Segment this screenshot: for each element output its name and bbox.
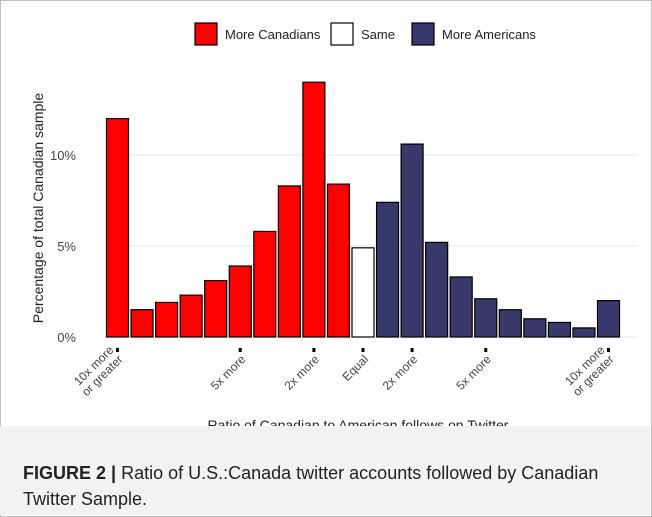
- bar: [474, 298, 498, 338]
- x-tick-label: 5x more: [208, 352, 249, 393]
- bar: [351, 247, 375, 338]
- bar: [498, 309, 522, 338]
- y-tick-label: 0%: [57, 330, 76, 345]
- chart-bars: [105, 81, 621, 338]
- legend-label: More Americans: [442, 27, 536, 42]
- bar: [375, 201, 400, 338]
- figure-caption: FIGURE 2 | Ratio of U.S.:Canada twitter …: [23, 460, 623, 512]
- bar: [523, 318, 547, 338]
- bar: [228, 265, 252, 338]
- y-tick-label: 5%: [57, 239, 76, 254]
- y-axis-title: Percentage of total Canadian sample: [30, 93, 46, 324]
- bar: [547, 321, 572, 338]
- legend-label: More Canadians: [225, 27, 321, 42]
- bar: [400, 143, 424, 338]
- bar: [130, 309, 154, 338]
- x-tick-label: Equal: [340, 352, 372, 384]
- bar: [155, 301, 179, 338]
- bar: [277, 185, 301, 338]
- bar: [449, 276, 473, 338]
- x-tick-mark: [116, 348, 119, 352]
- x-axis-title: Ratio of Canadian to American follows on…: [208, 417, 509, 426]
- bar-chart: More Canadians Same More Americans 0% 5% 10%…: [30, 22, 638, 426]
- x-tick-label-group: 2x more: [281, 352, 322, 393]
- x-tick-label: 2x more: [281, 352, 322, 393]
- bar: [326, 183, 351, 338]
- figure-caption-text: Ratio of U.S.:Canada twitter accounts fo…: [23, 463, 599, 509]
- bar: [596, 300, 621, 338]
- y-tick-label: 10%: [50, 148, 76, 163]
- bar: [425, 241, 449, 338]
- bar: [572, 327, 596, 338]
- x-tick-label-group: 2x more: [380, 352, 421, 393]
- bar: [179, 294, 203, 338]
- x-tick-label-group: 5x more: [453, 352, 494, 393]
- figure-caption-label: FIGURE 2 |: [23, 463, 117, 483]
- x-tick-mark: [312, 348, 316, 352]
- x-tick-mark: [607, 348, 610, 352]
- legend-swatch: [194, 22, 218, 46]
- x-tick-mark: [410, 348, 414, 352]
- bar: [302, 81, 326, 338]
- x-tick-label-group: 5x more: [208, 352, 249, 393]
- bar: [253, 230, 277, 338]
- y-axis: 0% 5% 10%: [50, 148, 76, 345]
- x-tick-mark: [238, 348, 242, 352]
- bar: [204, 279, 228, 338]
- legend-label: Same: [361, 27, 395, 42]
- legend-swatch: [330, 22, 354, 46]
- x-tick-mark: [484, 348, 488, 352]
- x-tick-mark: [361, 348, 365, 352]
- caption-background: [0, 426, 650, 515]
- x-tick-label: 2x more: [380, 352, 421, 393]
- legend-swatch: [411, 22, 435, 46]
- bar: [105, 117, 130, 338]
- chart-legend: More Canadians Same More Americans: [194, 22, 536, 46]
- x-tick-label: 5x more: [453, 352, 494, 393]
- x-tick-label-group: Equal: [340, 352, 372, 384]
